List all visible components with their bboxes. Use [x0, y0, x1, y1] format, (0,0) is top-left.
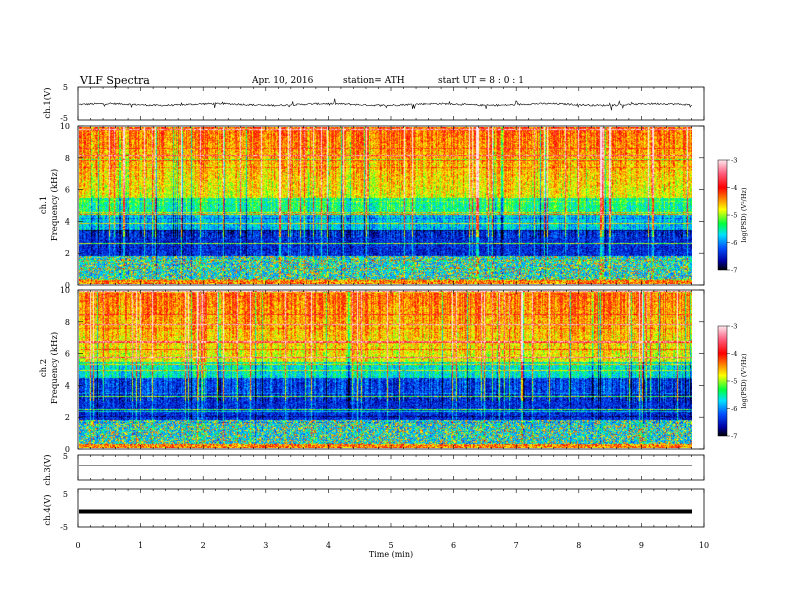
ch1-colorbar-gradient — [717, 159, 728, 271]
ch1-waveform-panel: 5 -5 ch.1(V) — [42, 83, 705, 123]
frequency-tick-label: 8 — [65, 154, 70, 163]
time-tick-label: 10 — [699, 541, 709, 550]
ch2-colorbar-gradient — [717, 325, 728, 437]
frequency-tick-label: 2 — [65, 249, 70, 258]
time-tick-label: 2 — [201, 541, 206, 550]
ch1-ytick-bottom: -5 — [60, 114, 68, 123]
time-tick-label: 0 — [75, 541, 80, 550]
frequency-tick-label: 8 — [65, 318, 70, 327]
time-tick-label: 6 — [451, 541, 456, 550]
ch4-ytick-top: 5 — [63, 490, 68, 499]
ch1-waveform-frame — [77, 86, 705, 121]
station-label: station= ATH — [343, 76, 405, 86]
ch3-waveform-panel: 5 ch.3(V) — [42, 452, 705, 486]
frequency-tick-label: 0 — [65, 445, 70, 454]
time-tick-label: 1 — [138, 541, 143, 550]
frequency-tick-label: 10 — [60, 122, 70, 131]
ch2-spectrogram-ticks — [77, 289, 705, 450]
ch4-waveform-panel: 5 -5 ch.4(V) — [42, 488, 705, 532]
ch1-frequency-axis-label: Frequency (kHz) — [49, 169, 60, 241]
date-label: Apr. 10, 2016 — [251, 76, 314, 86]
figure-title: VLF Spectra — [79, 74, 150, 87]
ch2-frequency-tick-labels: 0 2 4 6 8 10 — [60, 286, 70, 454]
time-tick-label: 8 — [576, 541, 581, 550]
colorbar-tick-label: -4 — [731, 350, 737, 358]
colorbar-tick-label: -7 — [731, 433, 737, 441]
ch1-spectrogram-image — [79, 127, 692, 284]
ch1-spectrogram-ticks — [77, 125, 705, 286]
ch4-ytick-bottom: -5 — [60, 523, 68, 532]
ch2-spectrogram-image — [79, 291, 692, 448]
ch2-spectrogram-panel: 0 2 4 6 8 10 ch.2 Frequency (kHz) — [39, 286, 705, 454]
time-tick-label: 4 — [326, 541, 331, 550]
frequency-tick-label: 10 — [60, 286, 70, 295]
ch1-waveform-ticks — [77, 87, 705, 120]
ch1-spectrogram-channel-label: ch.1 — [39, 196, 49, 214]
time-tick-label: 7 — [514, 541, 519, 550]
ch2-colorbar-label: log(PSD) (V²/Hz) — [740, 353, 748, 408]
frequency-tick-label: 0 — [65, 281, 70, 290]
ch2-colorbar: -3 -4 -5 -6 -7 log(PSD) (V²/Hz) — [717, 323, 748, 441]
ch3-waveform-ticks — [77, 455, 705, 480]
ch2-colorbar-ticks: -3 -4 -5 -6 -7 — [727, 323, 737, 441]
ch3-waveform-ylabel: ch.3(V) — [42, 454, 53, 485]
colorbar-tick-label: -3 — [731, 157, 737, 165]
frequency-tick-label: 2 — [65, 413, 70, 422]
ch4-waveform-ticks — [77, 489, 705, 527]
colorbar-tick-label: -5 — [731, 212, 737, 220]
ch2-frequency-axis-label: Frequency (kHz) — [49, 332, 60, 404]
time-axis-tick-labels: 0 1 2 3 4 5 6 7 8 9 10 — [75, 541, 709, 550]
header: VLF Spectra Apr. 10, 2016 station= ATH s… — [79, 74, 524, 87]
ch1-spectrogram-panel: 0 2 4 6 8 10 ch.1 Frequency (kHz) — [39, 122, 705, 290]
ch1-ytick-top: 5 — [63, 83, 68, 92]
time-tick-label: 3 — [263, 541, 268, 550]
colorbar-tick-label: -3 — [731, 323, 737, 331]
colorbar-tick-label: -6 — [731, 239, 737, 247]
frequency-tick-label: 4 — [65, 381, 70, 390]
frequency-tick-label: 6 — [65, 186, 70, 195]
ch1-frequency-tick-labels: 0 2 4 6 8 10 — [60, 122, 70, 290]
colorbar-tick-label: -4 — [731, 184, 737, 192]
ch1-waveform-line — [79, 98, 693, 111]
ch1-waveform-ylabel: ch.1(V) — [42, 87, 53, 118]
start-time-label: start UT = 8 : 0 : 1 — [438, 76, 524, 86]
colorbar-tick-label: -6 — [731, 405, 737, 413]
time-tick-label: 9 — [639, 541, 644, 550]
ch3-ytick-top: 5 — [63, 452, 68, 461]
ch1-colorbar: -3 -4 -5 -6 -7 log(PSD) (V²/Hz) — [717, 157, 748, 275]
ch4-waveform-ylabel: ch.4(V) — [42, 494, 53, 525]
colorbar-tick-label: -5 — [731, 378, 737, 386]
time-tick-label: 5 — [388, 541, 393, 550]
ch1-colorbar-label: log(PSD) (V²/Hz) — [740, 187, 748, 242]
frequency-tick-label: 6 — [65, 350, 70, 359]
ch1-colorbar-ticks: -3 -4 -5 -6 -7 — [727, 157, 737, 275]
ch2-spectrogram-channel-label: ch.2 — [39, 359, 49, 377]
ch4-waveform-frame — [77, 488, 705, 528]
time-axis-label: Time (min) — [369, 550, 413, 559]
frequency-tick-label: 4 — [65, 217, 70, 226]
colorbar-tick-label: -7 — [731, 267, 737, 275]
